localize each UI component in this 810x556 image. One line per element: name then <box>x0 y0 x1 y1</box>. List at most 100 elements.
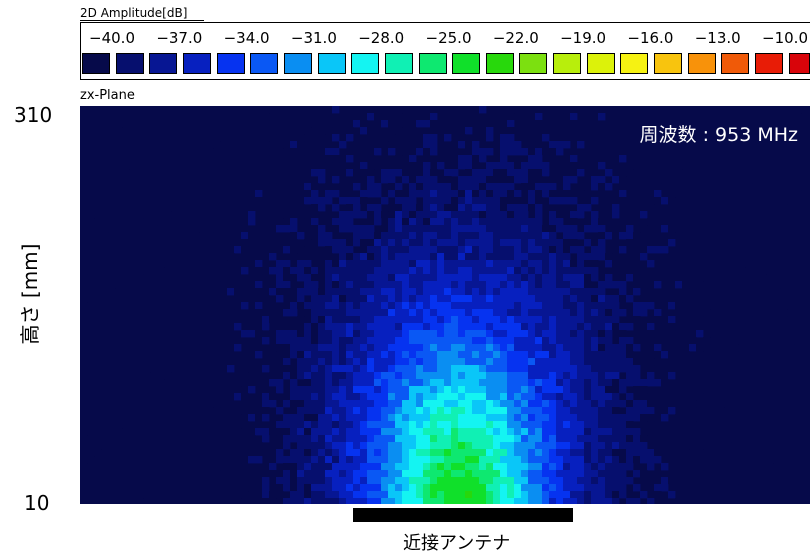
heatmap-cell <box>269 400 277 408</box>
heatmap-cell <box>577 407 585 415</box>
heatmap-cell <box>752 288 760 296</box>
heatmap-cell <box>339 386 347 394</box>
heatmap-cell <box>521 309 529 317</box>
heatmap-cell <box>402 351 410 359</box>
heatmap-cell <box>577 288 585 296</box>
heatmap-cell <box>521 330 529 338</box>
heatmap-cell <box>220 162 228 170</box>
heatmap-cell <box>787 113 795 121</box>
heatmap-cell <box>444 498 452 504</box>
heatmap-cell <box>304 449 312 457</box>
heatmap-cell <box>199 428 207 436</box>
heatmap-cell <box>402 176 410 184</box>
heatmap-cell <box>444 337 452 345</box>
heatmap-cell <box>472 456 480 464</box>
heatmap-cell <box>542 330 550 338</box>
heatmap-cell <box>339 281 347 289</box>
heatmap-cell <box>479 155 487 163</box>
heatmap-cell <box>507 442 515 450</box>
heatmap-cell <box>444 239 452 247</box>
heatmap-cell <box>612 421 620 429</box>
heatmap-cell <box>220 344 228 352</box>
heatmap-cell <box>717 134 725 142</box>
heatmap-cell <box>584 239 592 247</box>
heatmap-cell <box>794 113 802 121</box>
heatmap-cell <box>528 414 536 422</box>
heatmap-cell <box>521 239 529 247</box>
heatmap-cell <box>353 407 361 415</box>
heatmap-cell <box>416 288 424 296</box>
heatmap-cell <box>339 498 347 504</box>
heatmap-cell <box>367 477 375 485</box>
heatmap-cell <box>374 344 382 352</box>
heatmap-cell <box>682 218 690 226</box>
heatmap-cell <box>556 225 564 233</box>
heatmap-cell <box>388 428 396 436</box>
heatmap-cell <box>381 323 389 331</box>
heatmap-cell <box>612 463 620 471</box>
heatmap-cell <box>409 225 417 233</box>
heatmap-cell <box>507 225 515 233</box>
heatmap-cell <box>332 421 340 429</box>
heatmap-cell <box>619 155 627 163</box>
heatmap-cell <box>633 232 641 240</box>
heatmap-cell <box>367 176 375 184</box>
heatmap-cell <box>199 337 207 345</box>
heatmap-cell <box>360 267 368 275</box>
heatmap-cell <box>430 211 438 219</box>
heatmap-cell <box>430 393 438 401</box>
heatmap-cell <box>346 456 354 464</box>
heatmap-cell <box>374 316 382 324</box>
heatmap-cell <box>346 260 354 268</box>
heatmap-cell <box>591 176 599 184</box>
heatmap-cell <box>430 302 438 310</box>
heatmap-cell <box>619 288 627 296</box>
heatmap-cell <box>528 358 536 366</box>
heatmap-cell <box>465 386 473 394</box>
heatmap-cell <box>542 323 550 331</box>
heatmap-cell <box>500 274 508 282</box>
heatmap-cell <box>332 400 340 408</box>
heatmap-cell <box>227 344 235 352</box>
heatmap-cell <box>430 267 438 275</box>
heatmap-cell <box>591 183 599 191</box>
heatmap-cell <box>234 421 242 429</box>
heatmap-cell <box>206 302 214 310</box>
heatmap-cell <box>472 435 480 443</box>
heatmap-cell <box>500 449 508 457</box>
heatmap-cell <box>479 407 487 415</box>
heatmap-cell <box>493 456 501 464</box>
heatmap-cell <box>353 309 361 317</box>
heatmap-cell <box>521 463 529 471</box>
heatmap-cell <box>346 134 354 142</box>
heatmap-cell <box>332 330 340 338</box>
heatmap-cell <box>451 204 459 212</box>
heatmap-cell <box>528 239 536 247</box>
heatmap-cell <box>731 477 739 485</box>
heatmap-cell <box>234 386 242 394</box>
heatmap-cell <box>556 477 564 485</box>
heatmap-cell <box>234 260 242 268</box>
heatmap-cell <box>374 218 382 226</box>
heatmap-cell <box>360 302 368 310</box>
heatmap-cell <box>507 435 515 443</box>
heatmap-cell <box>80 274 88 282</box>
heatmap-cell <box>339 274 347 282</box>
colorbar-swatch <box>250 53 278 74</box>
heatmap-cell <box>402 120 410 128</box>
heatmap-cell <box>339 428 347 436</box>
heatmap-cell <box>423 393 431 401</box>
heatmap-cell <box>381 330 389 338</box>
heatmap-cell <box>311 190 319 198</box>
heatmap-cell <box>346 246 354 254</box>
heatmap-cell <box>395 449 403 457</box>
heatmap-cell <box>430 470 438 478</box>
heatmap-cell <box>668 225 676 233</box>
heatmap-cell <box>255 190 263 198</box>
heatmap-cell <box>598 400 606 408</box>
heatmap-cell <box>570 302 578 310</box>
heatmap-cell <box>542 148 550 156</box>
heatmap-cell <box>416 400 424 408</box>
heatmap-cell <box>297 407 305 415</box>
heatmap-cell <box>500 183 508 191</box>
